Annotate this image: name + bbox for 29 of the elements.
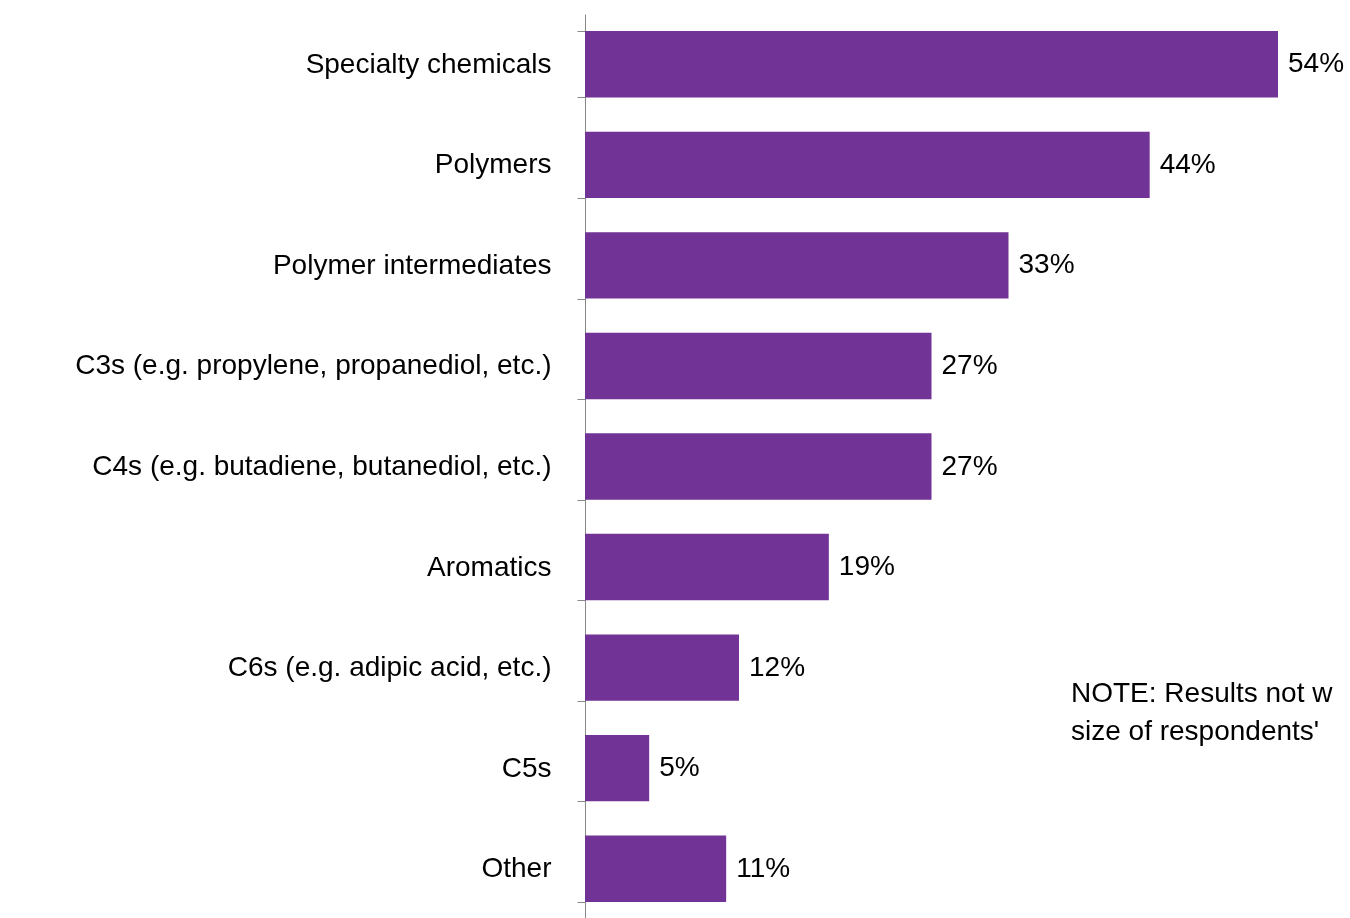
data-label: 12% [749,650,806,682]
bar [585,835,727,902]
bar [585,433,932,500]
data-label: 27% [941,449,998,481]
bar [585,634,739,701]
data-label: 11% [736,851,791,883]
bar [585,131,1150,199]
bar [585,734,650,802]
annotation: size of respondents' [1071,714,1321,748]
annotation: NOTE: Results not w [1071,676,1333,710]
y-tick-label: C5s [501,751,552,783]
y-tick-label: C4s (e.g. butadiene, butanediol, etc.) [92,450,552,481]
data-label: 44% [1159,147,1216,179]
data-label: 19% [838,550,895,582]
y-tick-label: Other [481,852,552,884]
bar [585,232,1009,299]
y-tick-label: C6s (e.g. adipic acid, etc.) [227,651,552,683]
data-label: 27% [941,348,998,380]
bar [585,332,932,400]
data-label: 5% [659,751,700,783]
bar [585,31,1278,98]
y-tick-label: Specialty chemicals [305,47,552,79]
y-tick-label: Polymers [434,148,552,180]
y-tick-label: Aromatics [427,550,552,582]
data-label: 33% [1018,248,1075,280]
y-tick-label: C3s (e.g. propylene, propanediol, etc.) [75,349,552,381]
y-tick-label: Polymer intermediates [272,248,552,280]
bar [585,533,829,601]
data-label: 54% [1288,47,1345,79]
